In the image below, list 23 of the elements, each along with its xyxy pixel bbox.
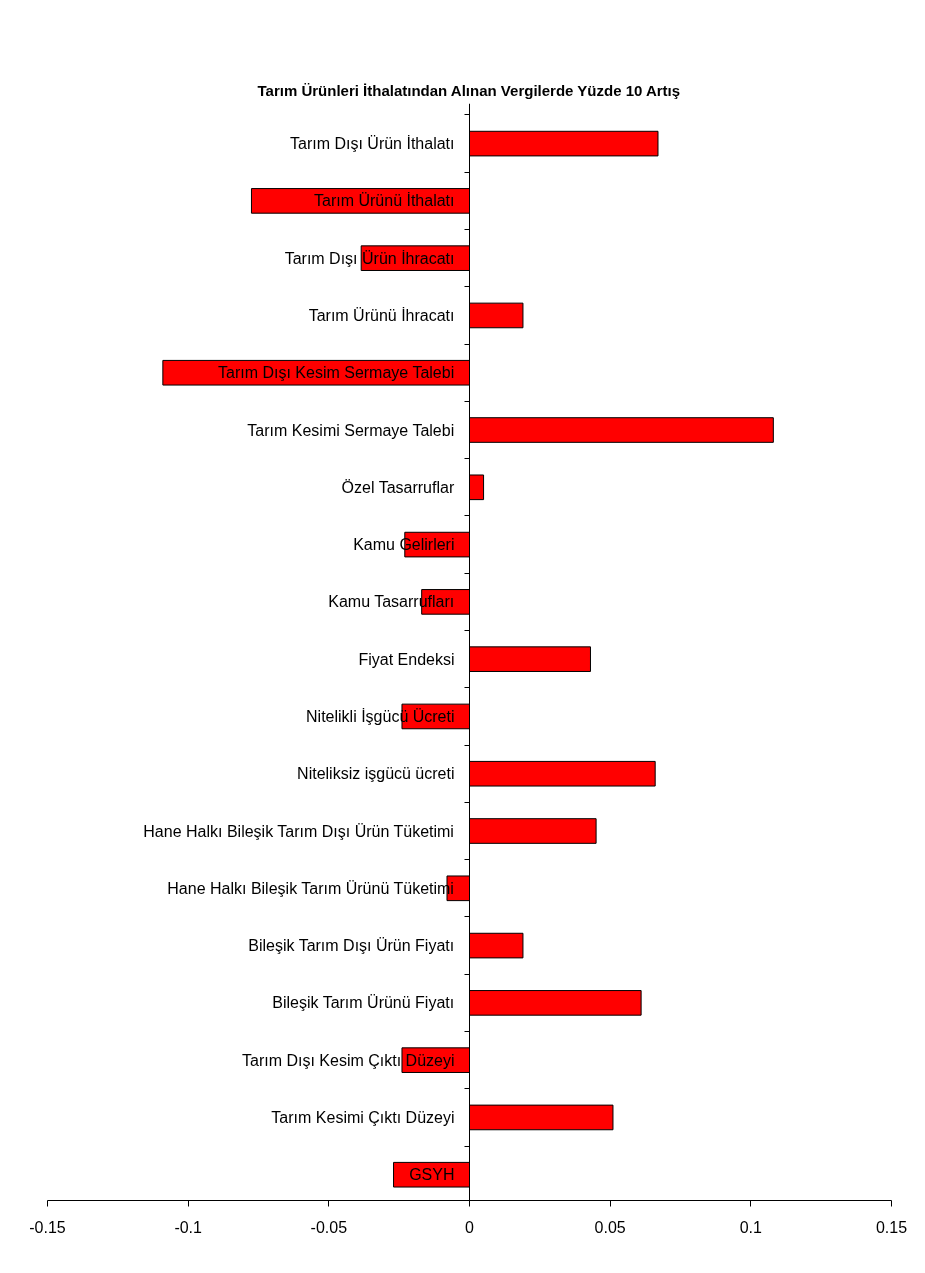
y-tick-label: Hane Halkı Bileşik Tarım Dışı Ürün Tüketimi: [143, 822, 454, 840]
x-tick-label: 0.15: [875, 1218, 908, 1236]
x-tick-label: 0: [465, 1218, 475, 1236]
x-tick-label: 0.05: [594, 1218, 626, 1236]
y-tick-label: Tarım Kesimi Çıktı Düzeyi: [271, 1108, 455, 1126]
x-tick-label: -0.15: [29, 1218, 66, 1236]
y-tick-label: Tarım Ürünü İthalatı: [314, 191, 455, 210]
y-tick-label: Tarım Dışı Ürün İthalatı: [290, 134, 455, 153]
y-tick-label: Tarım Kesimi Sermaye Talebi: [247, 421, 455, 439]
y-tick-label: GSYH: [409, 1166, 455, 1184]
y-tick-label: Tarım Dışı Kesim Çıktı Düzeyi: [242, 1051, 455, 1069]
x-tick-label: -0.05: [310, 1218, 348, 1236]
y-tick-label: Bileşik Tarım Ürünü Fiyatı: [272, 994, 455, 1012]
x-tick-label: 0.1: [739, 1218, 763, 1236]
y-tick-label: Özel Tasarruflar: [341, 478, 455, 496]
y-tick-label: Bileşik Tarım Dışı Ürün Fiyatı: [248, 937, 455, 955]
y-tick-label: Tarım Dışı Kesim Sermaye Talebi: [217, 364, 455, 382]
y-tick-label: Tarım Dışı Ürün İhracatı: [284, 248, 455, 267]
x-tick-label: -0.1: [174, 1218, 203, 1236]
y-tick-label: Niteliksiz işgücü ücreti: [297, 765, 455, 783]
chart-title: Tarım Ürünleri İthalatından Alınan Vergilerde Yüzde 10 Artış: [257, 81, 681, 99]
y-tick-label: Fiyat Endeksi: [358, 650, 455, 668]
y-tick-label: Tarım Ürünü İhracatı: [308, 305, 455, 324]
